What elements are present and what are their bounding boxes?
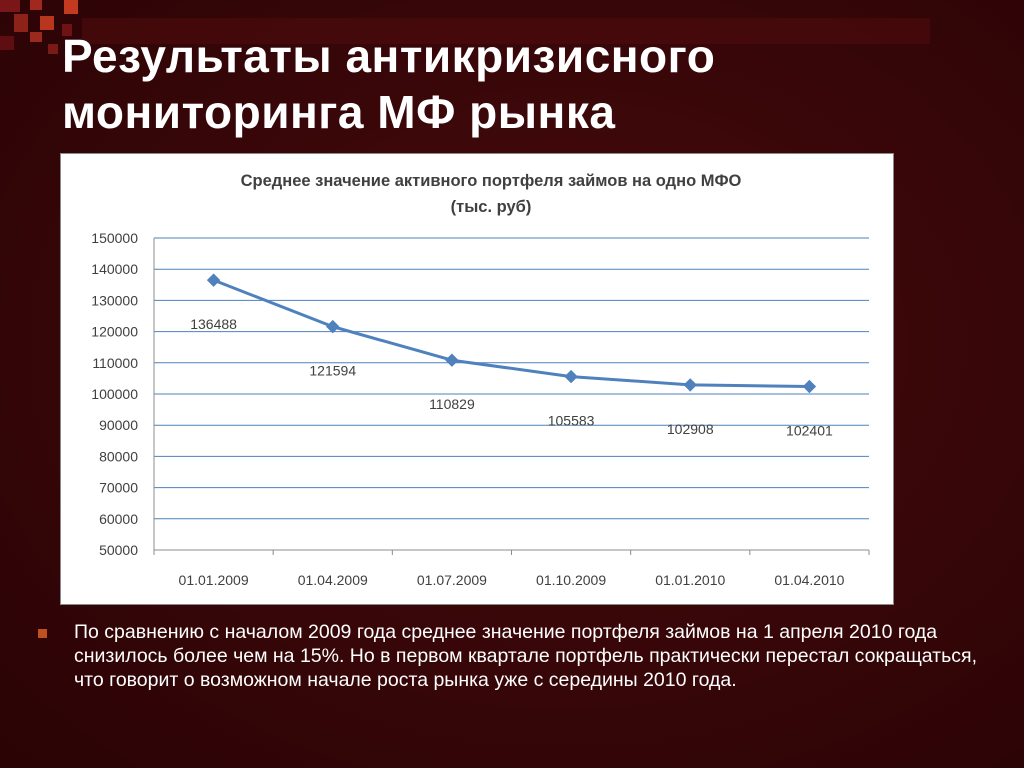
data-point-marker <box>802 379 817 394</box>
y-tick-label: 150000 <box>91 230 138 246</box>
data-point-marker <box>564 369 578 384</box>
data-point-marker <box>206 273 221 287</box>
x-tick-label: 01.10.2009 <box>536 572 606 588</box>
y-tick-label: 60000 <box>99 511 138 527</box>
data-label: 121594 <box>309 363 356 379</box>
series-line <box>213 278 810 389</box>
y-tick-label: 140000 <box>91 261 138 277</box>
slide-title: Результаты антикризисного мониторинга МФ… <box>62 28 962 140</box>
summary-bullet: По сравнению с началом 2009 года среднее… <box>38 620 978 692</box>
y-tick-label: 90000 <box>99 417 138 433</box>
title-line-2: мониторинга МФ рынка <box>62 86 616 138</box>
y-tick-label: 110000 <box>92 355 138 371</box>
x-tick-label: 01.01.2009 <box>179 572 249 588</box>
data-label: 136488 <box>190 316 237 332</box>
data-label: 102401 <box>786 423 833 439</box>
y-tick-label: 130000 <box>91 292 138 308</box>
y-tick-label: 80000 <box>99 448 138 464</box>
y-tick-label: 120000 <box>91 324 138 340</box>
x-tick-label: 01.04.2010 <box>774 572 844 588</box>
chart-title-line-1: Среднее значение активного портфеля займ… <box>241 172 742 190</box>
bullet-square-icon <box>38 629 47 638</box>
chart-panel: Среднее значение активного портфеля займ… <box>60 153 894 605</box>
data-label: 105583 <box>548 413 595 429</box>
x-tick-label: 01.07.2009 <box>417 572 487 588</box>
y-tick-label: 50000 <box>99 542 138 558</box>
data-point-marker <box>683 378 697 392</box>
x-tick-label: 01.01.2010 <box>655 572 725 588</box>
title-line-1: Результаты антикризисного <box>62 30 716 82</box>
data-point-marker <box>445 353 459 367</box>
x-tick-label: 01.04.2009 <box>298 572 368 588</box>
y-tick-label: 100000 <box>91 386 138 402</box>
data-label: 102908 <box>667 421 714 437</box>
summary-text: По сравнению с началом 2009 года среднее… <box>74 621 977 691</box>
corner-decoration <box>0 0 930 54</box>
data-point-marker <box>326 319 340 334</box>
data-label: 110829 <box>429 396 475 412</box>
line-chart: Среднее значение активного портфеля займ… <box>91 172 870 588</box>
y-tick-label: 70000 <box>99 480 138 496</box>
chart-title-line-2: (тыс. руб) <box>451 198 532 216</box>
